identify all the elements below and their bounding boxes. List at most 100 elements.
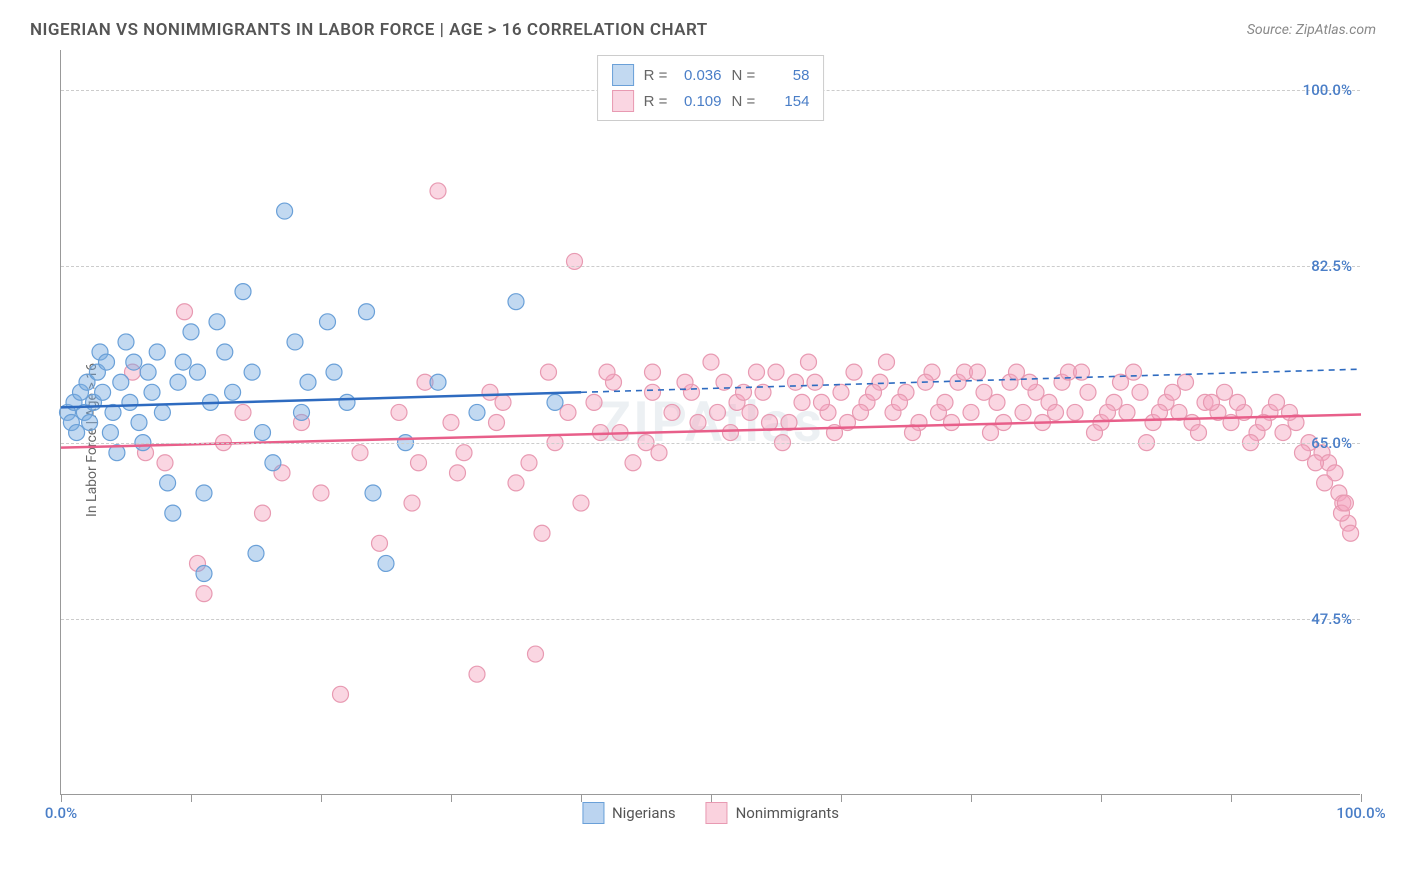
scatter-point bbox=[157, 455, 173, 471]
x-tick bbox=[971, 794, 972, 802]
scatter-point bbox=[586, 394, 602, 410]
scatter-point bbox=[1015, 404, 1031, 420]
scatter-point bbox=[255, 425, 271, 441]
scatter-point bbox=[365, 485, 381, 501]
legend-item-nigerians: Nigerians bbox=[582, 802, 676, 824]
scatter-point bbox=[326, 364, 342, 380]
scatter-point bbox=[144, 384, 160, 400]
scatter-point bbox=[794, 394, 810, 410]
x-tick bbox=[321, 794, 322, 802]
scatter-point bbox=[1308, 455, 1324, 471]
scatter-point bbox=[749, 364, 765, 380]
scatter-point bbox=[1126, 364, 1142, 380]
legend-n-value: 58 bbox=[759, 67, 809, 84]
scatter-point bbox=[196, 586, 212, 602]
scatter-point bbox=[879, 354, 895, 370]
chart-container: In Labor Force | Age > 16 ZIPAtlas R = 0… bbox=[60, 50, 1376, 830]
y-tick-label: 100.0% bbox=[1303, 81, 1352, 99]
x-tick-label: 100.0% bbox=[1336, 804, 1385, 822]
scatter-point bbox=[1100, 404, 1116, 420]
scatter-point bbox=[248, 545, 264, 561]
scatter-point bbox=[265, 455, 281, 471]
scatter-point bbox=[573, 495, 589, 511]
x-tick bbox=[581, 794, 582, 802]
y-tick-label: 47.5% bbox=[1311, 610, 1352, 628]
plot-area: ZIPAtlas R = 0.036 N = 58 R = 0.109 N = … bbox=[60, 50, 1360, 795]
scatter-point bbox=[170, 374, 186, 390]
scatter-point bbox=[1022, 374, 1038, 390]
scatter-point bbox=[113, 374, 129, 390]
scatter-point bbox=[99, 354, 115, 370]
scatter-point bbox=[1337, 495, 1353, 511]
scatter-point bbox=[430, 183, 446, 199]
scatter-point bbox=[833, 384, 849, 400]
legend-row-nigerians: R = 0.036 N = 58 bbox=[612, 62, 810, 88]
scatter-point bbox=[196, 566, 212, 582]
scatter-point bbox=[489, 415, 505, 431]
legend-series: Nigerians Nonimmigrants bbox=[582, 802, 839, 824]
scatter-point bbox=[1178, 374, 1194, 390]
legend-swatch-blue bbox=[582, 802, 604, 824]
scatter-point bbox=[599, 364, 615, 380]
scatter-point bbox=[645, 364, 661, 380]
scatter-point bbox=[534, 525, 550, 541]
scatter-point bbox=[244, 364, 260, 380]
scatter-point bbox=[469, 666, 485, 682]
scatter-point bbox=[989, 394, 1005, 410]
scatter-point bbox=[723, 425, 739, 441]
scatter-point bbox=[528, 646, 544, 662]
scatter-point bbox=[404, 495, 420, 511]
scatter-point bbox=[149, 344, 165, 360]
scatter-point bbox=[225, 384, 241, 400]
scatter-point bbox=[430, 374, 446, 390]
legend-r-value: 0.036 bbox=[672, 67, 722, 84]
source-attribution: Source: ZipAtlas.com bbox=[1247, 22, 1376, 38]
x-tick bbox=[61, 794, 62, 802]
legend-correlation-box: R = 0.036 N = 58 R = 0.109 N = 154 bbox=[597, 55, 825, 121]
scatter-point bbox=[625, 455, 641, 471]
scatter-point bbox=[983, 425, 999, 441]
scatter-point bbox=[801, 354, 817, 370]
scatter-point bbox=[450, 465, 466, 481]
scatter-point bbox=[541, 364, 557, 380]
scatter-point bbox=[846, 364, 862, 380]
scatter-point bbox=[372, 535, 388, 551]
scatter-point bbox=[944, 415, 960, 431]
scatter-point bbox=[690, 415, 706, 431]
scatter-plot-svg bbox=[61, 50, 1360, 794]
scatter-point bbox=[255, 505, 271, 521]
x-tick bbox=[191, 794, 192, 802]
scatter-point bbox=[183, 324, 199, 340]
scatter-point bbox=[1295, 445, 1311, 461]
scatter-point bbox=[320, 314, 336, 330]
gridline bbox=[61, 443, 1360, 444]
scatter-point bbox=[1217, 384, 1233, 400]
scatter-point bbox=[976, 384, 992, 400]
scatter-point bbox=[1204, 394, 1220, 410]
scatter-point bbox=[1191, 425, 1207, 441]
legend-n-label: N = 58 bbox=[732, 67, 810, 84]
chart-title: NIGERIAN VS NONIMMIGRANTS IN LABOR FORCE… bbox=[30, 20, 708, 40]
scatter-point bbox=[1087, 425, 1103, 441]
scatter-point bbox=[140, 364, 156, 380]
x-tick bbox=[841, 794, 842, 802]
scatter-point bbox=[1282, 404, 1298, 420]
scatter-point bbox=[866, 384, 882, 400]
scatter-point bbox=[970, 364, 986, 380]
scatter-point bbox=[1080, 384, 1096, 400]
legend-item-nonimmigrants: Nonimmigrants bbox=[706, 802, 839, 824]
scatter-point bbox=[1275, 425, 1291, 441]
scatter-point bbox=[508, 294, 524, 310]
x-tick bbox=[711, 794, 712, 802]
scatter-point bbox=[118, 334, 134, 350]
scatter-point bbox=[69, 425, 85, 441]
scatter-point bbox=[333, 686, 349, 702]
legend-label: Nonimmigrants bbox=[736, 804, 839, 822]
legend-r-value: 0.109 bbox=[672, 93, 722, 110]
scatter-point bbox=[495, 394, 511, 410]
scatter-point bbox=[165, 505, 181, 521]
scatter-point bbox=[807, 374, 823, 390]
scatter-point bbox=[482, 384, 498, 400]
scatter-point bbox=[1009, 364, 1025, 380]
scatter-point bbox=[651, 445, 667, 461]
